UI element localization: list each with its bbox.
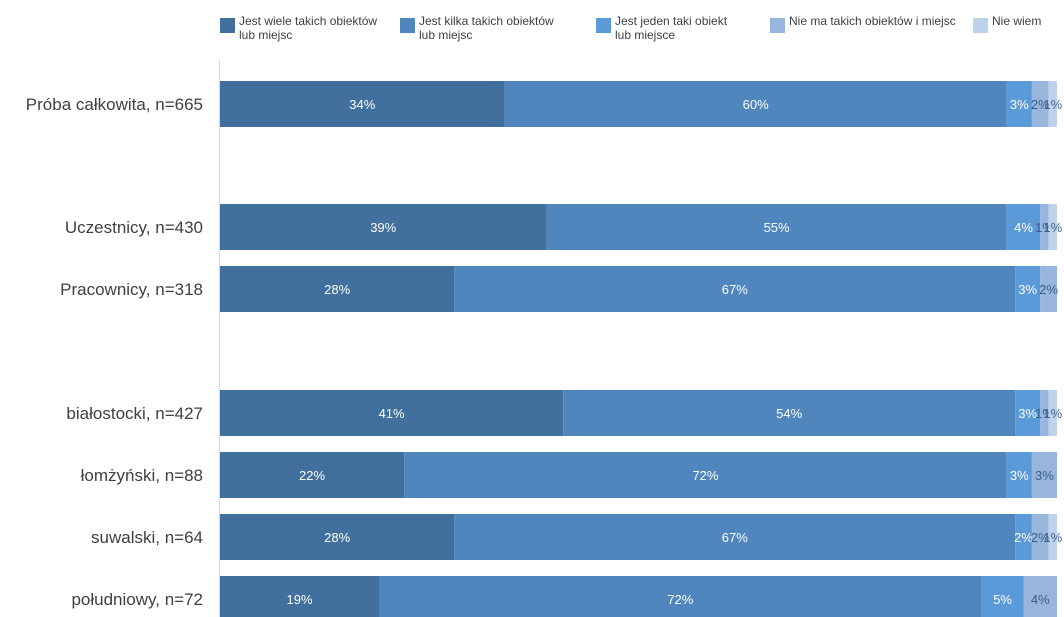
legend-swatch [770,18,785,33]
data-label: 2% [1039,282,1058,297]
legend-label: lub miejsc [419,28,472,42]
bar-segment [454,514,1016,560]
bar-segment [220,81,505,127]
bar-row: 19% 72% 5% 4% [220,576,1057,617]
bar-segment [1006,81,1032,127]
bar-segment [379,576,982,617]
bar-segment [1031,81,1049,127]
bar-segment [1048,81,1057,127]
bar-row: 22% 72% 3% 3% [220,452,1057,498]
data-label: 34% [349,97,375,112]
bar-segment [220,452,405,498]
data-label: 2% [1031,97,1050,112]
data-label: 1% [1043,406,1062,421]
bar-segment [1048,204,1057,250]
data-label: 28% [324,282,350,297]
data-label: 28% [324,530,350,545]
category-label: białostocki, n=427 [66,404,203,423]
bar-segment [1048,514,1057,560]
data-label: 67% [722,530,748,545]
bar-segment [1015,266,1041,312]
bar-segment [546,204,1007,250]
legend-label: Jest wiele takich obiektów [239,14,377,28]
bar-segment [981,576,1024,617]
legend-label: Nie wiem [992,14,1041,28]
data-label: 3% [1018,282,1037,297]
bar-row: 28% 67% 3% 2% [220,266,1058,312]
data-label: 2% [1014,530,1033,545]
data-label: 2% [1031,530,1050,545]
legend-swatch [596,18,611,33]
data-label: 22% [299,468,325,483]
bar-segment [220,266,455,312]
data-label: 3% [1010,97,1029,112]
data-label: 72% [667,592,693,607]
bar-segment [1015,514,1032,560]
category-label: Pracownicy, n=318 [60,280,203,299]
bar-row: 28% 67% 2%2%1% [220,514,1063,560]
category-label: suwalski, n=64 [91,528,203,547]
data-label: 1% [1043,220,1062,235]
bar-segment [454,266,1016,312]
legend-swatch [400,18,415,33]
data-label: 55% [764,220,790,235]
legend-label: Jest kilka takich obiektów [419,14,554,28]
legend-label: lub miejsce [615,28,675,42]
category-labels: Próba całkowita, n=665 Uczestnicy, n=430 P… [26,95,203,609]
data-label: 72% [692,468,718,483]
category-label: łomżyński, n=88 [81,466,203,485]
data-label: 5% [993,592,1012,607]
data-label: 39% [370,220,396,235]
bar-segment [1040,390,1049,436]
category-label: Uczestnicy, n=430 [65,218,203,237]
bar-segment [1015,390,1041,436]
bars: 34% 60% 3% 2%1%39% 55% 4% 1%1%28% 67% 3% 2%41% 54%… [220,81,1063,617]
legend-swatch [220,18,235,33]
legend-label: Jest jeden taki obiekt [615,14,728,28]
bar-segment [220,204,547,250]
bar-segment [1040,204,1049,250]
category-label: południowy, n=72 [71,590,203,609]
data-label: 4% [1031,592,1050,607]
bar-row: 41% 54% 3%1%1% [220,390,1063,436]
data-label: 3% [1035,468,1054,483]
data-label: 60% [743,97,769,112]
data-label: 54% [776,406,802,421]
legend-swatch [973,18,988,33]
bar-segment [1048,390,1057,436]
legend-label: lub miejsc [239,28,292,42]
bar-segment [1023,576,1057,617]
bar-segment [404,452,1007,498]
bar-segment [563,390,1016,436]
data-label: 67% [722,282,748,297]
bar-segment [220,514,455,560]
data-label: 3% [1010,468,1029,483]
bar-segment [1031,514,1049,560]
data-label: 19% [286,592,312,607]
data-label: 41% [379,406,405,421]
bar-segment [504,81,1007,127]
bar-segment [220,576,380,617]
data-label: 1% [1043,530,1062,545]
legend-item: Nie ma takich obiektów i miejsc [770,14,956,33]
data-label: 1% [1043,97,1062,112]
data-label: 3% [1018,406,1037,421]
category-label: Próba całkowita, n=665 [26,95,203,114]
bar-row: 39% 55% 4% 1%1% [220,204,1063,250]
bar-segment [1031,452,1057,498]
legend-label: Nie ma takich obiektów i miejsc [789,14,956,28]
bar-segment [1040,266,1057,312]
bar-segment [1006,452,1032,498]
data-label: 4% [1014,220,1033,235]
bar-segment [1006,204,1041,250]
bar-segment [220,390,564,436]
bar-row: 34% 60% 3% 2%1% [220,81,1063,127]
legend-item: Nie wiem [973,14,1041,33]
